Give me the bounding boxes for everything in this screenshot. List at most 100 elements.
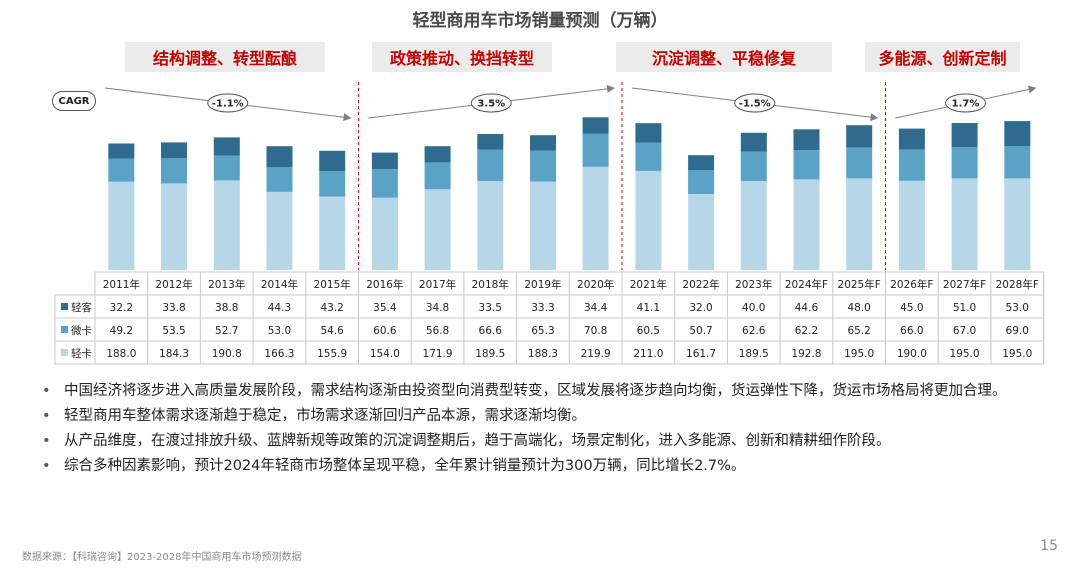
data-label: 195.0 (1002, 348, 1032, 360)
data-label: 33.8 (162, 302, 185, 314)
bullet-list: 中国经济将逐步进入高质量发展阶段，需求结构逐渐由投资型向消费型转变，区域发展将逐… (40, 380, 1050, 480)
data-label: 50.7 (689, 325, 712, 337)
bar-segment (266, 167, 293, 192)
bar-segment (108, 143, 135, 159)
legend-swatch (61, 349, 68, 356)
tick-label: 2018年 (472, 278, 509, 291)
bar-segment (951, 178, 978, 270)
bar-segment (846, 147, 873, 179)
bar-segment (213, 137, 240, 156)
bar-segment (371, 152, 398, 170)
data-label: 188.0 (106, 348, 136, 360)
bar-segment (635, 142, 662, 171)
bar-segment (530, 181, 556, 270)
data-label: 62.2 (795, 325, 818, 337)
data-label: 66.0 (900, 325, 923, 337)
bar-segment (1004, 178, 1031, 270)
bullet-item: 从产品维度，在渡过排放升级、蓝牌新规等政策的沉淀调整期后，趋于高端化，场景定制化… (40, 430, 1050, 452)
bar-segment (688, 194, 715, 271)
bullet-item: 轻型商用车整体需求逐渐趋于稳定，市场需求逐渐回归产品本源，需求逐渐均衡。 (40, 405, 1050, 427)
tick-label: 2028年F (996, 278, 1039, 291)
tick-label: 2013年 (208, 278, 245, 291)
stacked-bar-chart: -1.1% 3.5% -1.5% 1.7% 2011年 2012年 2013年 2014年 2… (54, 82, 1045, 365)
bar-segment (898, 149, 925, 181)
bar-segment (161, 142, 187, 159)
tick-label: 2017年 (419, 278, 456, 291)
bar-segment (582, 117, 609, 134)
data-label: 190.8 (212, 348, 242, 360)
bar-segment (635, 170, 662, 270)
data-label: 35.4 (373, 302, 397, 314)
cagr-bubble (734, 93, 776, 113)
data-label: 189.5 (475, 348, 505, 360)
bar-segment (582, 166, 609, 270)
phase-label-3: 沉淀调整、平稳修复 (616, 42, 832, 72)
data-label: 38.8 (215, 302, 238, 314)
data-label: 56.8 (426, 325, 449, 337)
tick-label: 2020年 (577, 278, 614, 291)
cagr-bubble (207, 93, 249, 113)
data-label: 32.0 (689, 302, 712, 314)
cagr-bubble (945, 93, 987, 113)
cagr-bubble (470, 93, 512, 113)
bullet-item: 综合多种因素影响，预计2024年轻商市场整体呈现平稳，全年累计销量预计为300万… (40, 455, 1050, 477)
tick-label: 2026年F (890, 278, 933, 291)
bar-segment (793, 150, 820, 180)
bar-segment (108, 181, 135, 270)
cagr-value: 3.5% (477, 99, 505, 110)
data-source: 数据来源：【科瑞咨询】2023-2028年中国商用车市场预测数据 (22, 552, 302, 563)
bar-segment (740, 151, 767, 181)
bar-segment (582, 133, 609, 167)
data-label: 49.2 (110, 325, 133, 337)
data-label: 69.0 (1006, 325, 1029, 337)
legend-label: 微卡 (71, 324, 92, 337)
tick-label: 2025年F (838, 278, 881, 291)
data-label: 40.0 (742, 302, 765, 314)
bar-segment (213, 180, 240, 270)
data-label: 211.0 (633, 348, 663, 360)
bar-segment (319, 150, 346, 172)
bar-segment (530, 135, 556, 151)
bar-segment (740, 132, 767, 152)
bar-segment (793, 179, 820, 270)
tick-label: 2023年 (735, 278, 772, 291)
data-label: 195.0 (844, 348, 874, 360)
tick-label: 2027年F (943, 278, 986, 291)
bar-segment (898, 128, 925, 150)
data-label: 65.3 (531, 325, 554, 337)
cagr-value: 1.7% (952, 99, 980, 110)
bar-segment (266, 146, 293, 167)
data-label: 219.9 (581, 348, 611, 360)
data-label: 184.3 (159, 348, 189, 360)
bar-segment (477, 149, 504, 181)
bar-segment (951, 123, 978, 147)
data-label: 34.8 (426, 302, 449, 314)
data-label: 54.6 (320, 325, 344, 337)
data-label: 33.3 (531, 302, 554, 314)
data-label: 66.6 (479, 325, 503, 337)
bar-segment (371, 169, 398, 198)
cagr-tag: CAGR (52, 91, 96, 111)
data-label: 52.7 (215, 325, 238, 337)
data-label: 45.0 (900, 302, 923, 314)
data-label: 53.5 (162, 325, 185, 337)
tick-label: 2019年 (524, 278, 561, 291)
phase-label-4: 多能源、创新定制 (865, 42, 1020, 72)
tick-label: 2016年 (366, 278, 403, 291)
bar-segment (688, 155, 715, 171)
data-label: 51.0 (953, 302, 976, 314)
tick-label: 2012年 (155, 278, 192, 291)
data-label: 62.6 (742, 325, 766, 337)
data-label: 48.0 (847, 302, 870, 314)
data-label: 195.0 (950, 348, 980, 360)
data-label: 70.8 (584, 325, 607, 337)
bar-segment (319, 171, 346, 197)
phase-label-2: 政策推动、换挡转型 (372, 42, 552, 72)
bullet-item: 中国经济将逐步进入高质量发展阶段，需求结构逐渐由投资型向消费型转变，区域发展将逐… (40, 380, 1050, 402)
bar-segment (424, 146, 451, 163)
data-label: 60.5 (637, 325, 660, 337)
phase-label-1: 结构调整、转型酝酿 (125, 42, 325, 72)
bar-segment (161, 158, 187, 184)
page-number: 15 (1040, 538, 1058, 554)
bar-segment (898, 180, 925, 270)
